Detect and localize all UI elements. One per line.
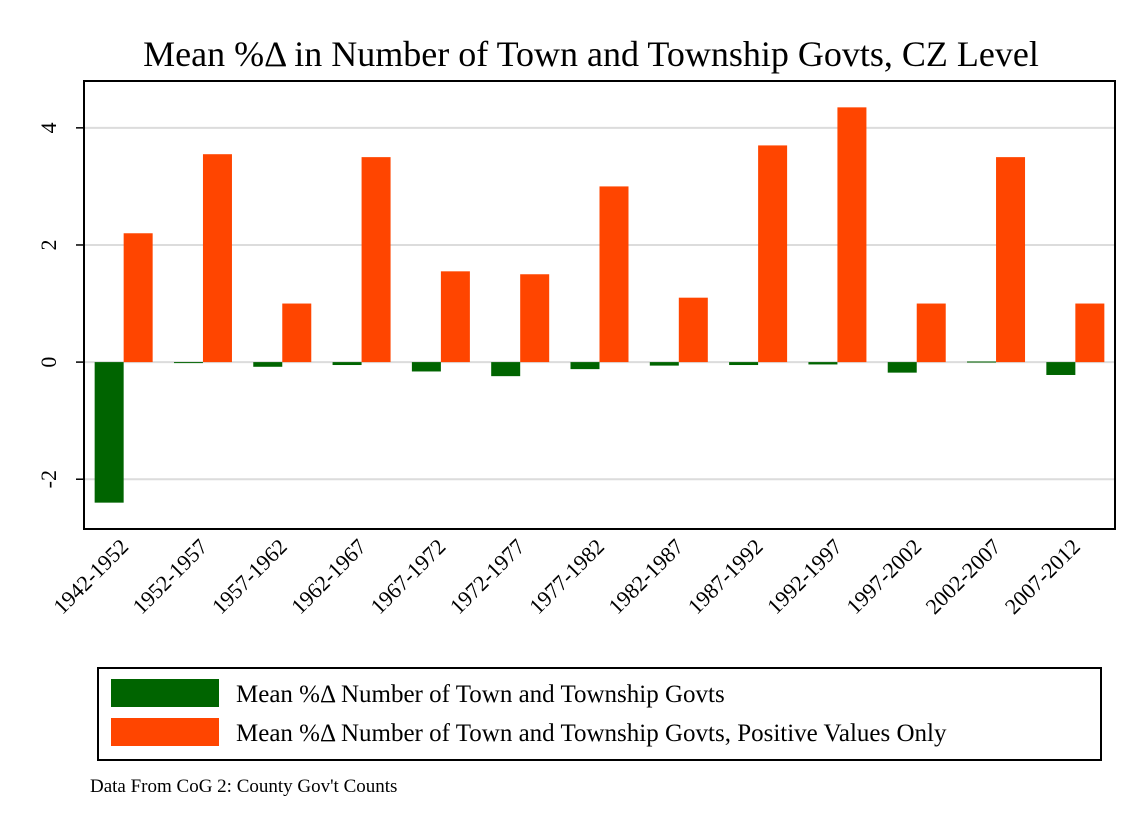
bar-total xyxy=(491,362,521,377)
bar-total xyxy=(570,362,600,370)
bar-positive xyxy=(282,303,312,363)
x-tick-label: 2002-2007 xyxy=(920,534,1005,619)
x-tick-label: 1957-1962 xyxy=(207,534,292,619)
bar-positive xyxy=(202,154,232,363)
bar-total xyxy=(1046,362,1076,375)
x-tick-label: 2007-2012 xyxy=(1000,534,1085,619)
x-tick-label: 1987-1992 xyxy=(683,534,768,619)
bar-positive xyxy=(599,186,629,363)
legend-label: Mean %Δ Number of Town and Township Govt… xyxy=(236,681,725,708)
bar-total xyxy=(94,362,124,503)
bar-positive xyxy=(361,157,391,363)
legend-label: Mean %Δ Number of Town and Township Govt… xyxy=(236,720,947,747)
chart-title: Mean %Δ in Number of Town and Township G… xyxy=(143,34,1039,74)
legend: Mean %Δ Number of Town and Township Govt… xyxy=(97,667,1102,761)
plot-area: -2 0 2 4 1942-19521952-19571957-19621962-196… xyxy=(36,80,1116,619)
x-tick-label: 1952-1957 xyxy=(127,534,212,619)
x-tick-label: 1977-1982 xyxy=(524,534,609,619)
plot-frame xyxy=(83,80,1116,530)
bar-total xyxy=(808,362,838,365)
x-tick-label: 1997-2002 xyxy=(841,534,926,619)
bar-positive xyxy=(758,145,788,363)
bar-positive xyxy=(678,297,708,363)
bar-positive xyxy=(1075,303,1105,363)
x-tick-label: 1992-1997 xyxy=(762,534,847,619)
y-tick-label: -2 xyxy=(36,470,61,488)
x-tick-label: 1967-1972 xyxy=(365,534,450,619)
x-tick-label: 1982-1987 xyxy=(603,534,688,619)
bar-total xyxy=(173,362,203,364)
bar-positive xyxy=(916,303,946,363)
x-tick-label: 1942-1952 xyxy=(48,534,133,619)
x-tick-label: 1962-1967 xyxy=(286,534,371,619)
x-tick-label: 1972-1977 xyxy=(445,534,530,619)
y-tick-label: 4 xyxy=(36,122,61,133)
y-tick-label: 2 xyxy=(36,239,61,250)
legend-swatch xyxy=(111,718,219,746)
legend-swatch xyxy=(111,679,219,707)
bar-total xyxy=(253,362,283,367)
bar-positive xyxy=(837,107,867,363)
bar-total xyxy=(332,362,362,366)
bar-total xyxy=(411,362,441,372)
bar-positive xyxy=(440,271,470,363)
bar-total xyxy=(967,361,997,363)
bar-positive xyxy=(123,233,153,363)
bar-total xyxy=(649,362,679,366)
legend-box xyxy=(97,667,1102,761)
bar-positive xyxy=(520,274,550,363)
bar-positive xyxy=(996,157,1026,363)
bar-total xyxy=(729,362,759,366)
bar-total xyxy=(887,362,917,373)
source-note: Data From CoG 2: County Gov't Counts xyxy=(90,776,397,797)
y-tick-label: 0 xyxy=(36,357,61,368)
